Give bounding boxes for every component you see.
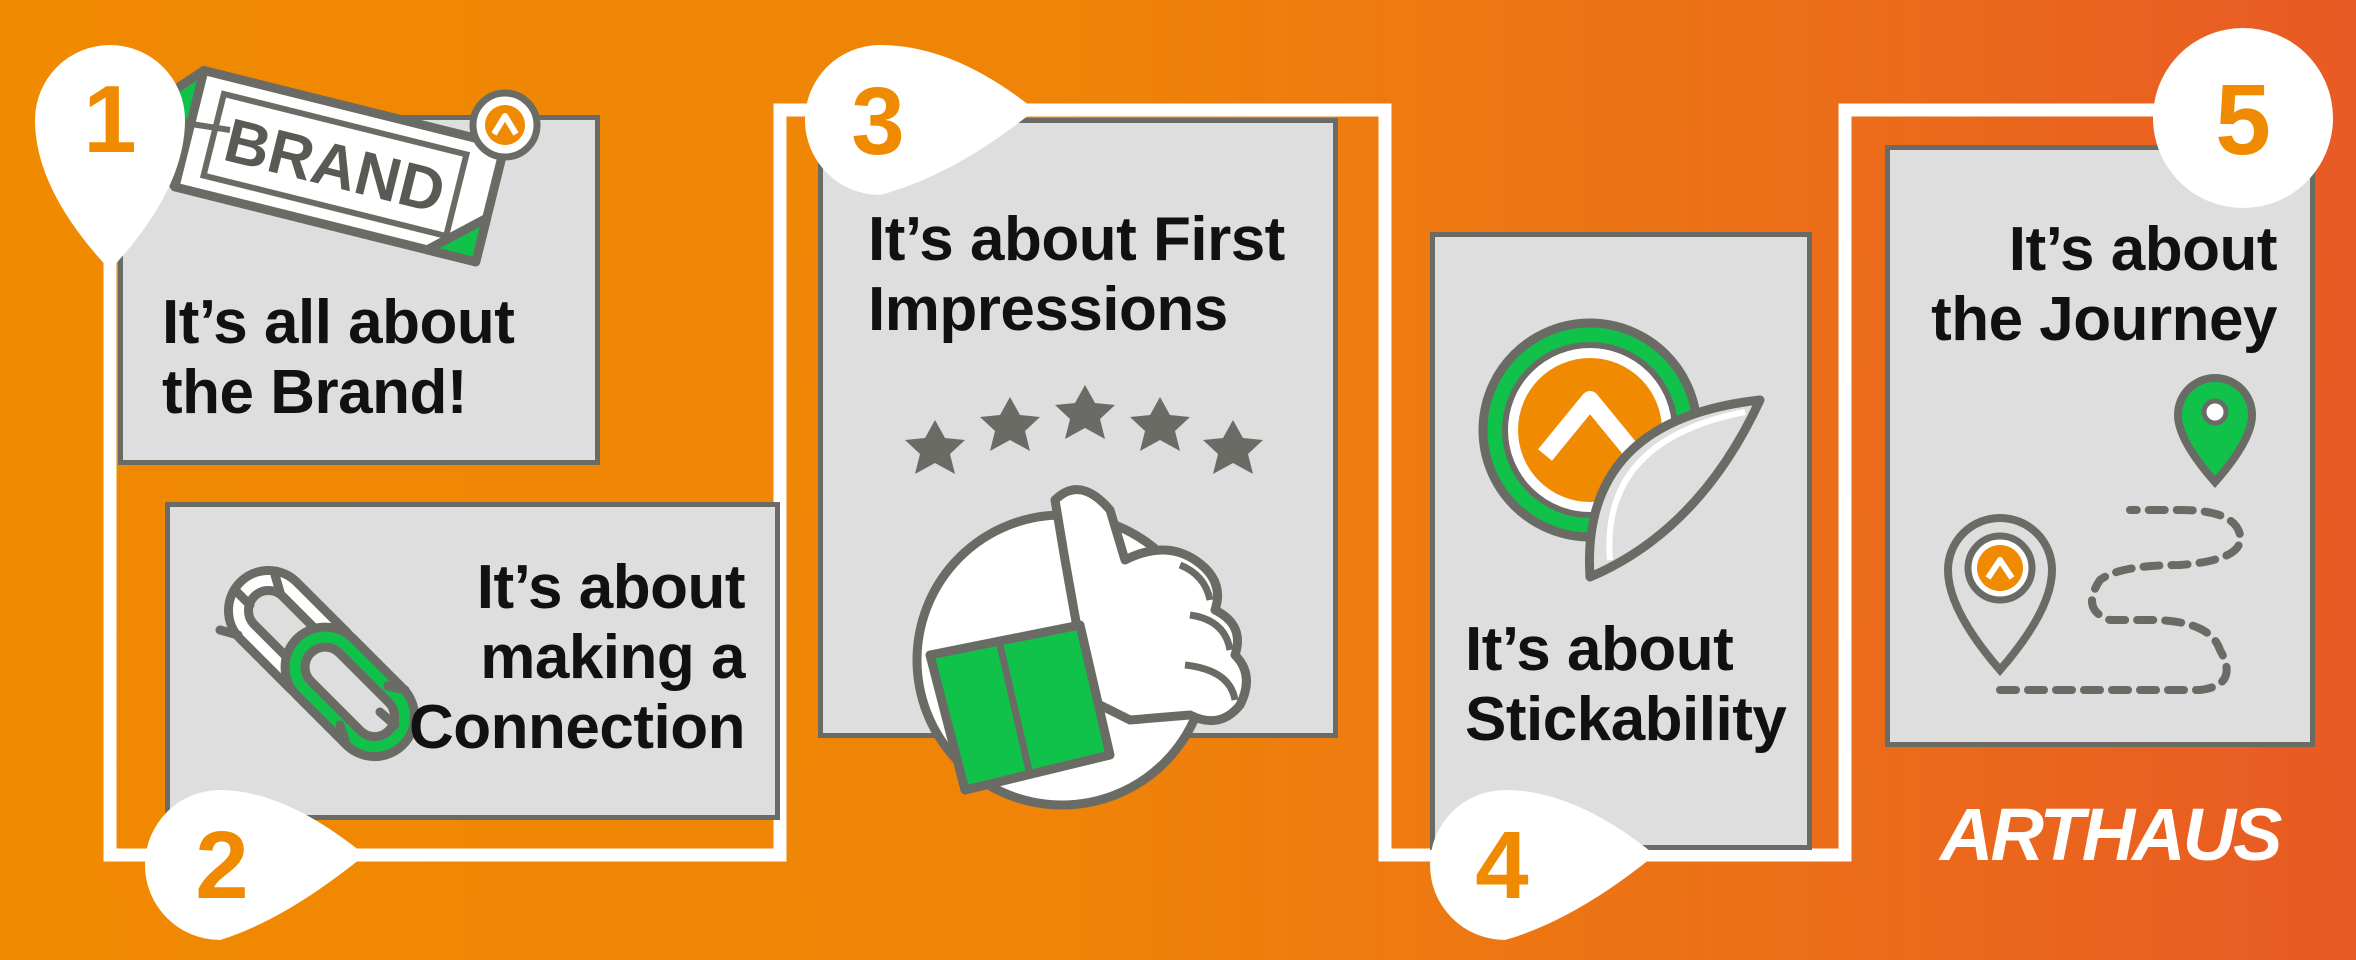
pin-2: 2 <box>145 790 365 940</box>
step-2-number: 2 <box>195 812 248 919</box>
star-icon <box>1203 420 1263 474</box>
step-5-heading: It’s about the Journey <box>1931 215 2277 354</box>
step-4-number: 4 <box>1475 812 1528 919</box>
step-1-heading: It’s all about the Brand! <box>162 288 515 427</box>
pin-4: 4 <box>1430 790 1655 940</box>
brand-tag-icon: BRAND <box>131 65 541 267</box>
step-3-number: 3 <box>851 68 904 175</box>
step-4-heading: It’s about Stickability <box>1465 615 1787 754</box>
step-3-heading: It’s about First Impressions <box>868 205 1285 344</box>
chain-link-icon <box>215 566 420 762</box>
star-icon <box>1055 385 1115 439</box>
star-icon <box>1130 397 1190 451</box>
step-5-number: 5 <box>2215 64 2271 176</box>
star-icon <box>905 420 965 474</box>
arthaus-logo: ARTHAUS <box>1940 793 2282 876</box>
pin-5: 5 <box>2153 28 2333 208</box>
thumbs-up-icon <box>912 485 1251 810</box>
sticker-icon <box>1478 318 1765 582</box>
pin-3: 3 <box>805 45 1035 195</box>
star-icon <box>980 397 1040 451</box>
step-2-heading: It’s about making a Connection <box>409 553 745 762</box>
pin-1: 1 <box>35 45 185 270</box>
journey-map-icon <box>1943 374 2257 694</box>
star-rating-icon <box>905 385 1263 474</box>
step-1-number: 1 <box>83 66 136 173</box>
